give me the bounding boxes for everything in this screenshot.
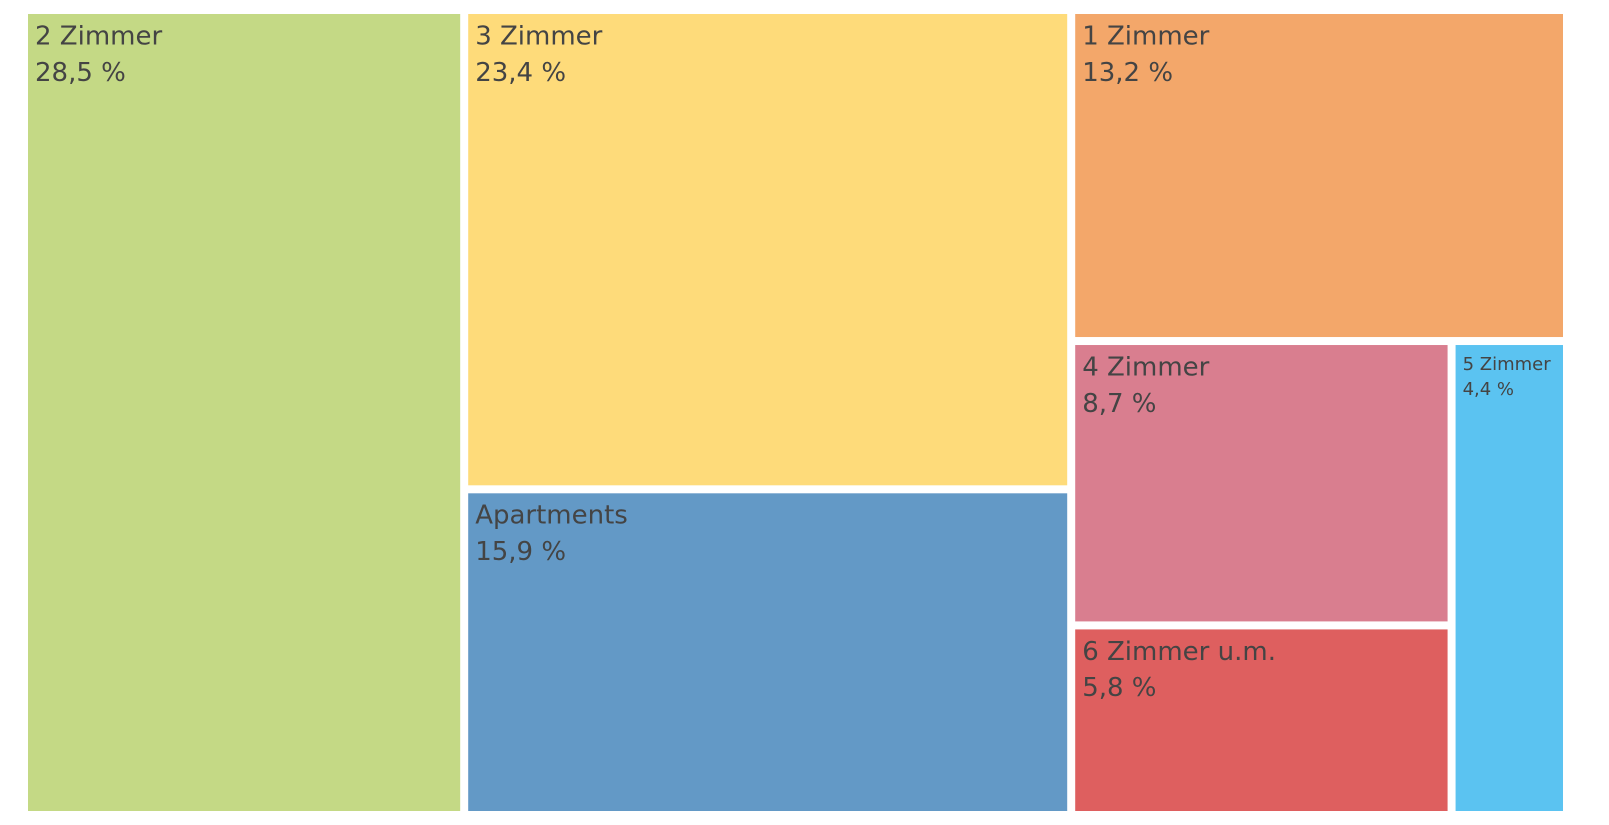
- tile: [468, 493, 1068, 811]
- tile: [468, 14, 1068, 486]
- tile-value: 5,8 %: [1082, 673, 1156, 703]
- tile-label: 5 Zimmer: [1463, 354, 1552, 375]
- tile-label: 2 Zimmer: [35, 21, 162, 51]
- tile: [1075, 629, 1448, 811]
- tile-label: 1 Zimmer: [1082, 21, 1209, 51]
- tile-value: 8,7 %: [1082, 389, 1156, 419]
- tile-label: Apartments: [475, 501, 628, 531]
- tile-value: 4,4 %: [1463, 379, 1514, 400]
- tile: [28, 14, 461, 811]
- tile-label: 6 Zimmer u.m.: [1082, 637, 1276, 667]
- tile: [1075, 345, 1448, 622]
- tile-value: 28,5 %: [35, 58, 126, 88]
- tile-label: 3 Zimmer: [475, 21, 602, 51]
- tile: [1075, 14, 1563, 338]
- tile-value: 13,2 %: [1082, 58, 1173, 88]
- tile: [1455, 345, 1563, 811]
- tile-value: 15,9 %: [475, 537, 566, 567]
- tile-value: 23,4 %: [475, 58, 566, 88]
- tile-label: 4 Zimmer: [1082, 352, 1209, 382]
